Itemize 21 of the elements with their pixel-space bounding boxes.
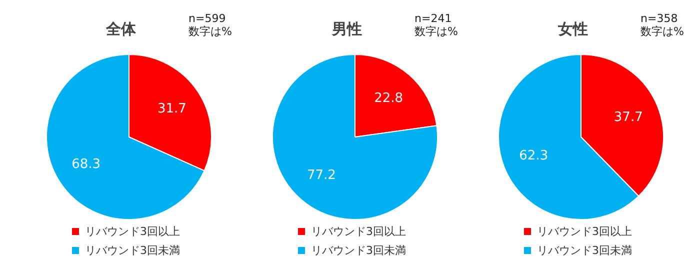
legend-label: リバウンド3回未満 [85, 243, 180, 258]
text: 数字は% [414, 25, 458, 38]
data-label: 37.7 [614, 110, 643, 126]
data-label: 22.8 [374, 90, 404, 106]
legend-label: リバウンド3回未満 [311, 243, 406, 258]
legend-label: リバウンド3回以上 [537, 224, 632, 239]
chart-title: 女性 [558, 20, 588, 38]
legend-label: リバウンド3回以上 [311, 224, 406, 239]
data-label: 62.3 [519, 148, 548, 164]
text: n=599 [188, 12, 227, 25]
text: n=241 [414, 12, 453, 25]
text: n=358 [640, 12, 679, 25]
text: 数字は% [640, 25, 684, 38]
chart-title: 全体 [106, 20, 136, 38]
data-label: 77.2 [306, 168, 336, 183]
data-label: 68.3 [72, 157, 101, 172]
text: 数字は% [188, 25, 232, 38]
chart-title: 男性 [332, 20, 362, 38]
legend-label: リバウンド3回未満 [537, 243, 632, 258]
legend-label: リバウンド3回以上 [85, 224, 180, 239]
data-label: 31.7 [157, 102, 186, 117]
